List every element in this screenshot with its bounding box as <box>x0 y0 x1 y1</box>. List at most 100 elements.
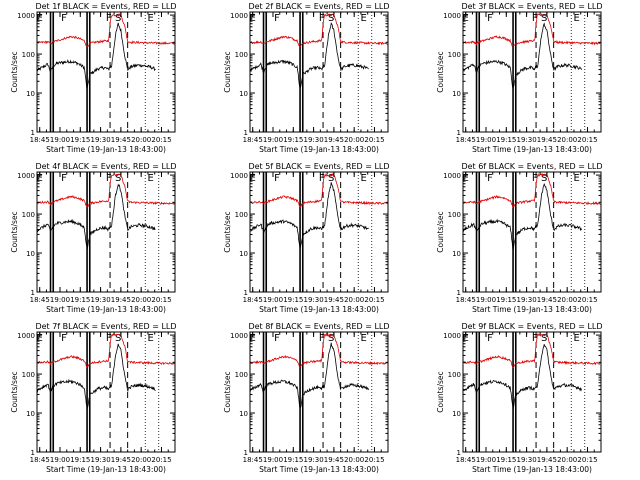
y-tick-label: 1000 <box>443 172 461 180</box>
region-label: E <box>463 173 469 184</box>
x-tick-label: 19:00 <box>476 296 496 304</box>
x-axis-label: Start Time (19-Jan-13 18:43:00) <box>46 145 166 154</box>
plot-frame <box>36 171 176 293</box>
x-axis-label: Start Time (19-Jan-13 18:43:00) <box>472 305 592 314</box>
y-tick-label: 1 <box>457 289 461 297</box>
region-label: S <box>541 333 547 344</box>
y-axis-label: Counts/sec <box>436 371 445 412</box>
y-tick-label: 1 <box>244 289 248 297</box>
region-label: S <box>328 173 334 184</box>
x-tick-label: 19:00 <box>263 136 283 144</box>
x-tick-label: 19:00 <box>476 456 496 464</box>
series-events-line <box>462 344 582 410</box>
y-axis-label: Counts/sec <box>10 371 19 412</box>
region-label: S <box>115 173 121 184</box>
x-tick-label: 20:15 <box>577 296 597 304</box>
y-tick-label: 1000 <box>443 332 461 340</box>
x-tick-label: 19:45 <box>537 456 557 464</box>
panel-title: Det 2f BLACK = Events, RED = LLD <box>248 2 389 11</box>
y-tick-label: 1000 <box>17 12 35 20</box>
x-tick-label: 20:00 <box>344 456 364 464</box>
region-label: E <box>37 333 43 344</box>
region-label: E <box>360 333 366 344</box>
region-label: S <box>115 13 121 24</box>
x-tick-label: 20:15 <box>577 136 597 144</box>
y-tick-label: 10 <box>239 90 248 98</box>
y-axis-label: Counts/sec <box>436 51 445 92</box>
region-label: E <box>463 13 469 24</box>
y-tick-label: 10 <box>452 410 461 418</box>
x-tick-label: 19:30 <box>303 136 323 144</box>
x-tick-label: 20:00 <box>131 136 151 144</box>
region-label: S <box>328 13 334 24</box>
x-tick-label: 19:00 <box>50 136 70 144</box>
series-events-line <box>249 22 369 90</box>
region-label: F <box>106 13 112 24</box>
plot-frame <box>36 331 176 453</box>
y-tick-label: 1 <box>31 129 35 137</box>
y-tick-label: 10 <box>26 250 35 258</box>
y-tick-label: 1 <box>244 129 248 137</box>
series-lld-line <box>249 173 388 208</box>
x-tick-label: 19:30 <box>516 136 536 144</box>
y-axis-label: Counts/sec <box>10 51 19 92</box>
y-tick-label: 10 <box>26 410 35 418</box>
plot-frame <box>462 11 602 133</box>
x-tick-label: 19:45 <box>324 456 344 464</box>
x-tick-label: 19:15 <box>283 456 303 464</box>
region-label: E <box>573 13 579 24</box>
x-tick-label: 20:15 <box>364 296 384 304</box>
region-label: F <box>532 173 538 184</box>
series-events-line <box>462 22 582 90</box>
panel-title: Det 3f BLACK = Events, RED = LLD <box>461 2 602 11</box>
y-tick-label: 100 <box>22 51 35 59</box>
y-tick-label: 1 <box>244 449 248 457</box>
x-tick-label: 19:15 <box>70 136 90 144</box>
region-label: S <box>328 333 334 344</box>
region-label: F <box>274 333 280 344</box>
x-tick-label: 20:00 <box>344 136 364 144</box>
y-tick-label: 1 <box>31 449 35 457</box>
x-tick-label: 19:15 <box>496 136 516 144</box>
x-tick-label: 19:00 <box>476 136 496 144</box>
x-tick-label: 18:45 <box>456 296 476 304</box>
x-tick-label: 19:45 <box>111 456 131 464</box>
series-events-line <box>249 182 369 249</box>
panel-title: Det 7f BLACK = Events, RED = LLD <box>35 322 176 331</box>
x-axis-label: Start Time (19-Jan-13 18:43:00) <box>46 465 166 474</box>
region-label: F <box>487 333 493 344</box>
y-tick-label: 1 <box>457 129 461 137</box>
plot-frame <box>249 331 389 453</box>
region-label: F <box>106 333 112 344</box>
region-label: S <box>541 13 547 24</box>
x-tick-label: 19:30 <box>90 296 110 304</box>
x-tick-label: 20:00 <box>557 296 577 304</box>
x-tick-label: 19:00 <box>50 456 70 464</box>
y-tick-label: 10 <box>26 90 35 98</box>
y-tick-label: 100 <box>448 211 461 219</box>
y-tick-label: 100 <box>235 211 248 219</box>
x-tick-label: 20:00 <box>344 296 364 304</box>
panel-title: Det 6f BLACK = Events, RED = LLD <box>461 162 602 171</box>
x-axis-label: Start Time (19-Jan-13 18:43:00) <box>472 145 592 154</box>
y-axis-label: Counts/sec <box>223 51 232 92</box>
x-tick-label: 19:15 <box>70 296 90 304</box>
x-tick-label: 19:45 <box>537 296 557 304</box>
x-tick-label: 19:00 <box>263 296 283 304</box>
series-events-line <box>249 342 369 410</box>
y-tick-label: 100 <box>22 211 35 219</box>
region-label: S <box>541 173 547 184</box>
x-tick-label: 19:45 <box>111 136 131 144</box>
series-lld-line <box>463 333 601 368</box>
y-tick-label: 100 <box>235 371 248 379</box>
y-tick-label: 100 <box>448 51 461 59</box>
x-tick-label: 18:45 <box>243 296 263 304</box>
y-tick-label: 1000 <box>230 12 248 20</box>
region-label: E <box>37 173 43 184</box>
series-lld-line <box>36 13 175 48</box>
